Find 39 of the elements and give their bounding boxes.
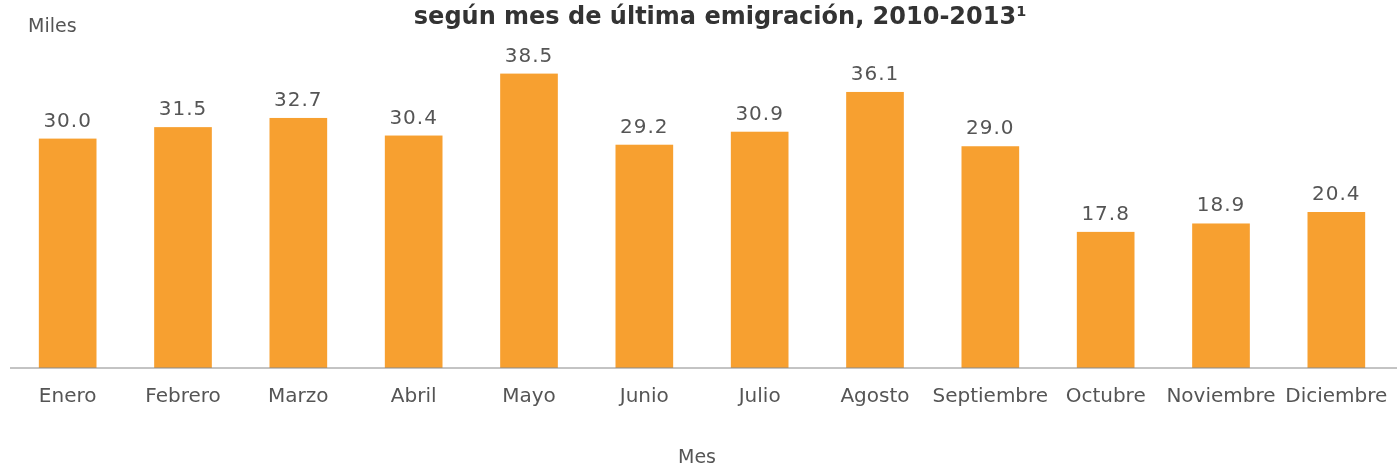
bar [1076, 231, 1135, 368]
data-label: 31.5 [158, 96, 208, 121]
bar [38, 138, 97, 368]
data-label: 32.7 [274, 86, 323, 111]
data-label: 30.9 [735, 100, 784, 125]
chart-title: según mes de última emigración, 2010-2013$^{1}$ [413, 2, 1027, 30]
data-label: 30.0 [43, 107, 92, 132]
x-tick-label: Julio [736, 383, 781, 407]
x-tick-label: Diciembre [1285, 383, 1388, 407]
data-label: 30.4 [389, 104, 438, 129]
bar [730, 131, 789, 368]
x-tick-label: Octubre [1065, 383, 1146, 407]
x-tick-label: Noviembre [1166, 383, 1276, 407]
bar [1192, 223, 1250, 368]
data-label: 36.1 [850, 60, 900, 85]
data-label: 20.4 [1312, 181, 1361, 206]
bar [615, 144, 674, 368]
x-tick-label: Mayo [502, 383, 556, 407]
y-axis-title: Miles [28, 14, 77, 36]
bar [500, 73, 558, 368]
x-tick-label: Abril [390, 383, 437, 407]
bar [846, 91, 904, 368]
bar [961, 146, 1020, 368]
x-tick-label: Febrero [145, 383, 221, 407]
x-tick-label: Septiembre [932, 383, 1049, 407]
bar [1307, 212, 1366, 368]
x-tick-label: Marzo [268, 383, 329, 407]
bar [269, 117, 328, 368]
data-label: 38.5 [504, 42, 554, 67]
x-axis-title: Mes [678, 445, 716, 465]
x-tick-label: Enero [38, 383, 97, 407]
x-tick-label: Agosto [840, 383, 910, 407]
bar [384, 135, 443, 368]
x-tick-label: Junio [617, 383, 669, 407]
data-label: 18.9 [1196, 192, 1246, 217]
bar [154, 127, 212, 368]
data-label: 29.0 [966, 115, 1015, 140]
data-label: 17.8 [1081, 200, 1130, 225]
data-label: 29.2 [620, 113, 669, 138]
